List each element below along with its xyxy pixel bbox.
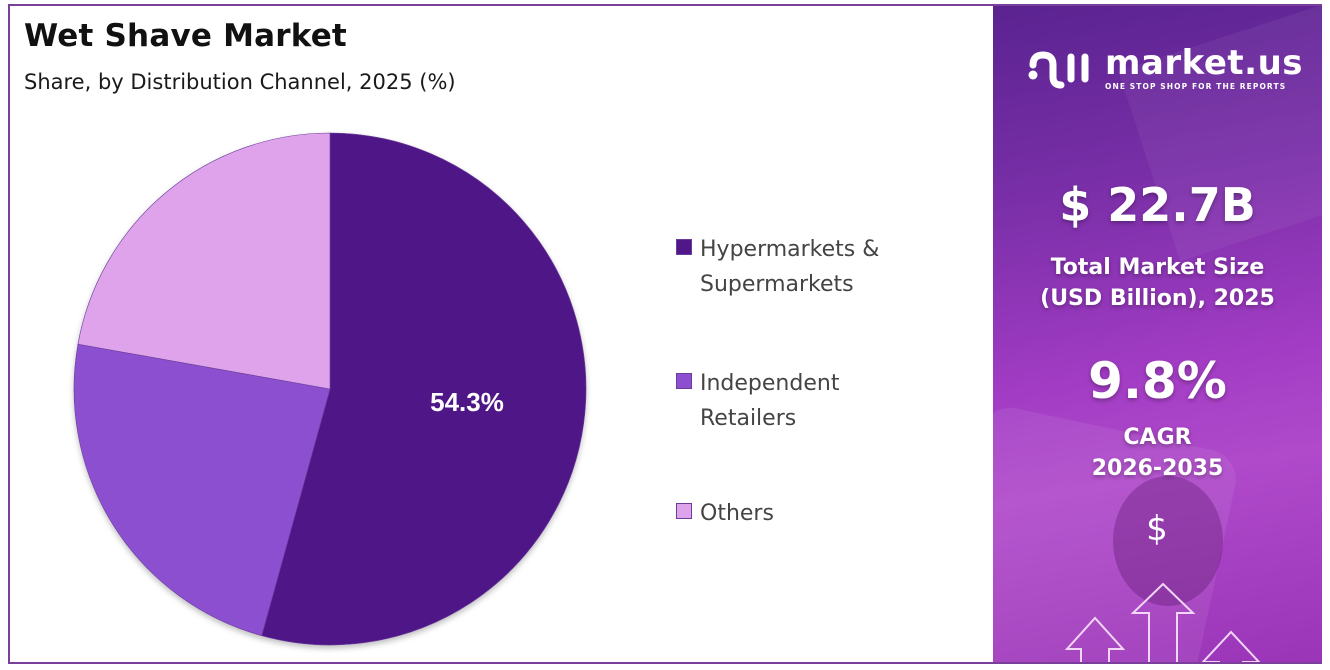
chart-title: Wet Shave Market <box>24 18 347 54</box>
pie-chart: 54.3% <box>73 132 587 646</box>
legend-swatch-hypermarkets <box>676 239 692 255</box>
legend-label: Others <box>700 501 774 526</box>
legend-label: Independent Retailers <box>700 371 840 431</box>
slice-others[interactable] <box>77 132 331 390</box>
growth-arrows-icon: $ <box>1064 509 1261 662</box>
legend-swatch-independent-retailers <box>676 373 692 389</box>
chart-subtitle: Share, by Distribution Channel, 2025 (%) <box>24 70 456 94</box>
cagr-value: 9.8% <box>1088 352 1227 410</box>
slice-independent-retailers[interactable] <box>73 343 331 637</box>
chart-panel: Wet Shave Market Share, by Distribution … <box>10 6 992 662</box>
market-size-label: Total Market Size (USD Billion), 2025 <box>1040 255 1275 311</box>
cagr-label: CAGR 2026-2035 <box>1091 425 1224 481</box>
brand-logo[interactable]: market.us ONE STOP SHOP FOR THE REPORTS <box>1027 46 1303 91</box>
legend-item-hypermarkets[interactable]: Hypermarkets & Supermarkets <box>676 232 936 302</box>
summary-panel: market.us ONE STOP SHOP FOR THE REPORTS … <box>993 6 1322 662</box>
legend-label: Hypermarkets & Supermarkets <box>700 237 880 297</box>
legend-item-independent-retailers[interactable]: Independent Retailers <box>676 366 936 436</box>
market-us-logo-icon <box>1028 50 1089 88</box>
dollar-icon: $ <box>1146 509 1168 549</box>
slice-hypermarkets[interactable] <box>261 132 587 646</box>
legend-swatch-others <box>676 503 692 519</box>
background-shape <box>1113 476 1223 606</box>
legend-item-others[interactable]: Others <box>676 496 936 531</box>
brand-tagline: ONE STOP SHOP FOR THE REPORTS <box>1105 82 1287 91</box>
market-size-value: $ 22.7B <box>1059 178 1256 232</box>
brand-name: market.us <box>1105 43 1304 83</box>
slice-label-hypermarkets: 54.3% <box>430 387 504 417</box>
